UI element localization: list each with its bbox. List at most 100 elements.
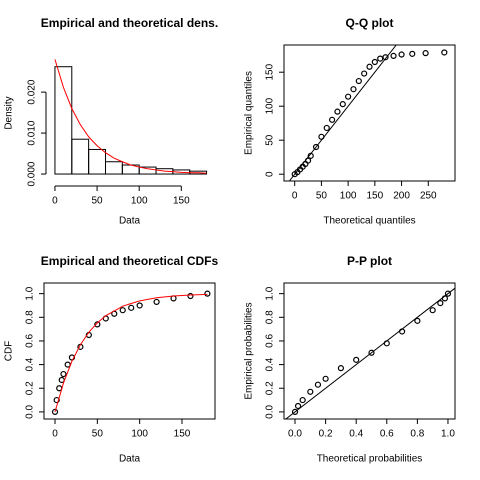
x-axis-label: Data <box>119 454 141 465</box>
point <box>441 295 449 302</box>
point <box>409 50 416 57</box>
point <box>294 402 302 410</box>
point <box>350 86 357 93</box>
point <box>314 381 322 388</box>
point <box>68 354 76 361</box>
point <box>429 307 436 314</box>
point <box>307 388 314 395</box>
y-tick-label: 0.4 <box>25 357 36 371</box>
point <box>153 298 160 306</box>
point <box>322 375 329 382</box>
y-tick-label: 0.8 <box>265 310 276 324</box>
point <box>441 49 448 56</box>
point <box>53 396 60 404</box>
point <box>345 93 352 100</box>
point <box>398 328 406 335</box>
y-axis-label: Empirical quantiles <box>244 71 255 155</box>
y-tick-label: 0.020 <box>27 79 38 104</box>
x-tick-label: 150 <box>174 429 191 440</box>
plot-frame <box>283 282 456 420</box>
y-tick-label: 1.0 <box>25 286 36 300</box>
plot-area <box>54 59 208 175</box>
point <box>318 133 325 140</box>
x-tick-label: 100 <box>131 429 148 440</box>
point <box>334 108 341 115</box>
y-tick-label: 0.6 <box>265 334 276 348</box>
chart-title: Empirical and theoretical dens. <box>41 16 218 30</box>
point <box>361 70 368 77</box>
point <box>312 143 320 151</box>
reference-line <box>285 287 455 419</box>
x-tick-label: 100 <box>131 196 148 207</box>
plot-area <box>51 290 211 416</box>
y-tick-label: 0.0 <box>265 405 276 419</box>
x-tick-label: 0 <box>292 191 298 202</box>
panel: Empirical and theoretical dens. Data Densi… <box>4 16 219 226</box>
point <box>339 101 346 108</box>
y-tick-label: 0.6 <box>25 334 36 348</box>
panel: Q-Q plot Theoretical quantiles Empirical q… <box>244 16 456 227</box>
y-tick-label: 0.000 <box>27 161 38 186</box>
y-tick-label: 0.8 <box>25 310 36 324</box>
x-tick-label: 200 <box>393 191 410 202</box>
x-tick-label: 0.2 <box>319 429 333 440</box>
x-tick-label: 150 <box>367 191 384 202</box>
x-axis-label: Theoretical quantiles <box>323 216 415 227</box>
point <box>307 152 314 159</box>
point <box>119 307 126 314</box>
point <box>304 157 312 164</box>
y-tick-label: 0.010 <box>27 120 38 145</box>
y-tick-label: 1.0 <box>265 286 276 300</box>
chart-title: P-P plot <box>347 254 392 268</box>
x-tick-label: 50 <box>316 191 328 202</box>
point <box>323 124 330 132</box>
x-axis-label: Theoretical probabilities <box>317 454 423 465</box>
point <box>382 54 389 61</box>
bar <box>54 66 73 175</box>
x-axis-label: Data <box>119 216 141 227</box>
point <box>136 302 143 309</box>
y-tick-label: 100 <box>265 97 276 114</box>
point <box>60 370 67 378</box>
y-axis-label: Empirical probabilities <box>244 302 255 399</box>
panel: Empirical and theoretical CDFs Data CDF 0 50… <box>4 254 219 464</box>
x-tick-label: 50 <box>92 196 104 207</box>
density-curve <box>54 59 207 174</box>
point <box>94 321 101 328</box>
y-tick-label: 0 <box>265 171 276 177</box>
chart-title: Q-Q plot <box>346 16 394 30</box>
y-tick-label: 0.0 <box>25 405 36 419</box>
cdf-curve <box>54 293 208 413</box>
point <box>204 290 211 297</box>
point <box>437 300 444 307</box>
y-tick-label: 150 <box>265 63 276 80</box>
point <box>398 51 405 58</box>
point <box>355 77 362 85</box>
x-tick-label: 0.8 <box>410 429 424 440</box>
point <box>390 52 397 59</box>
panel: P-P plot Theoretical probabilities Empiric… <box>244 254 456 465</box>
x-tick-label: 250 <box>420 191 437 202</box>
x-tick-label: 0.6 <box>380 429 394 440</box>
x-tick-label: 0 <box>52 196 58 207</box>
x-tick-label: 0.4 <box>349 429 363 440</box>
point <box>368 349 375 356</box>
x-tick-label: 150 <box>173 196 190 207</box>
x-tick-label: 1.0 <box>441 429 455 440</box>
point <box>328 116 336 123</box>
point <box>422 50 429 57</box>
point <box>299 396 306 404</box>
point <box>414 317 421 324</box>
chart-title: Empirical and theoretical CDFs <box>41 254 219 268</box>
point <box>128 304 135 311</box>
y-axis-label: CDF <box>4 341 15 362</box>
point <box>187 292 194 300</box>
point <box>371 58 378 66</box>
plot-area <box>285 287 455 419</box>
point <box>51 408 59 416</box>
point <box>383 340 390 347</box>
point <box>291 408 299 416</box>
y-tick-label: 0.4 <box>265 357 276 371</box>
